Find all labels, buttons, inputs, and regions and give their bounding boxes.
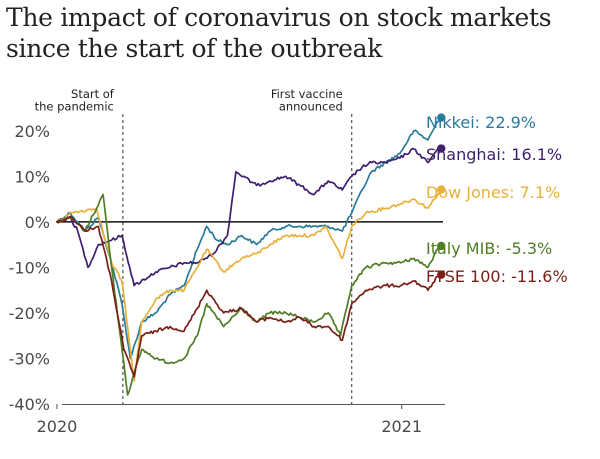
series-end-dot <box>437 241 446 251</box>
event-annotation-text: the pandemic <box>35 100 114 114</box>
y-tick-label: -40% <box>9 395 50 414</box>
y-tick-label: 20% <box>14 122 50 141</box>
chart-title-line1: The impact of coronavirus on stock marke… <box>6 3 552 32</box>
series-label: Shanghai: 16.1% <box>426 145 562 164</box>
chart-title-line2: since the start of the outbreak <box>6 34 383 63</box>
y-tick-label: -10% <box>9 258 50 277</box>
series-line-dow-jones <box>56 189 442 383</box>
series-line-shanghai <box>56 147 442 287</box>
series-labels: Nikkei: 22.9% Shanghai: 16.1% Dow Jones: 7… <box>426 113 568 286</box>
x-tick-label: 2020 <box>37 417 78 436</box>
event-annotation-text: First vaccine <box>271 87 343 101</box>
series-end-dot <box>437 270 446 279</box>
series-label: Italy MIB: -5.3% <box>426 239 552 258</box>
y-tick-label: 10% <box>14 167 50 186</box>
series-line-nikkei <box>56 117 442 360</box>
series-end-dot <box>437 113 446 122</box>
series-label: FTSE 100: -11.6% <box>426 267 568 286</box>
x-tick-label: 2021 <box>381 417 422 436</box>
event-annotation-text: Start of <box>71 87 115 101</box>
y-tick-label: -30% <box>9 349 50 368</box>
event-annotation-text: announced <box>279 100 343 114</box>
series-end-dot <box>437 185 446 194</box>
y-tick-label: 0% <box>25 213 50 232</box>
series-layer <box>56 113 446 396</box>
series-label: Dow Jones: 7.1% <box>426 183 560 202</box>
series-label: Nikkei: 22.9% <box>426 113 536 132</box>
y-tick-label: -20% <box>9 304 50 323</box>
axes: 20% 10% 0% -10% -20% -30% -40% 2020 2021 <box>9 122 445 436</box>
series-end-dot <box>437 144 446 153</box>
series-line-ftse-100 <box>56 215 442 378</box>
chart-title: The impact of coronavirus on stock marke… <box>6 2 596 64</box>
